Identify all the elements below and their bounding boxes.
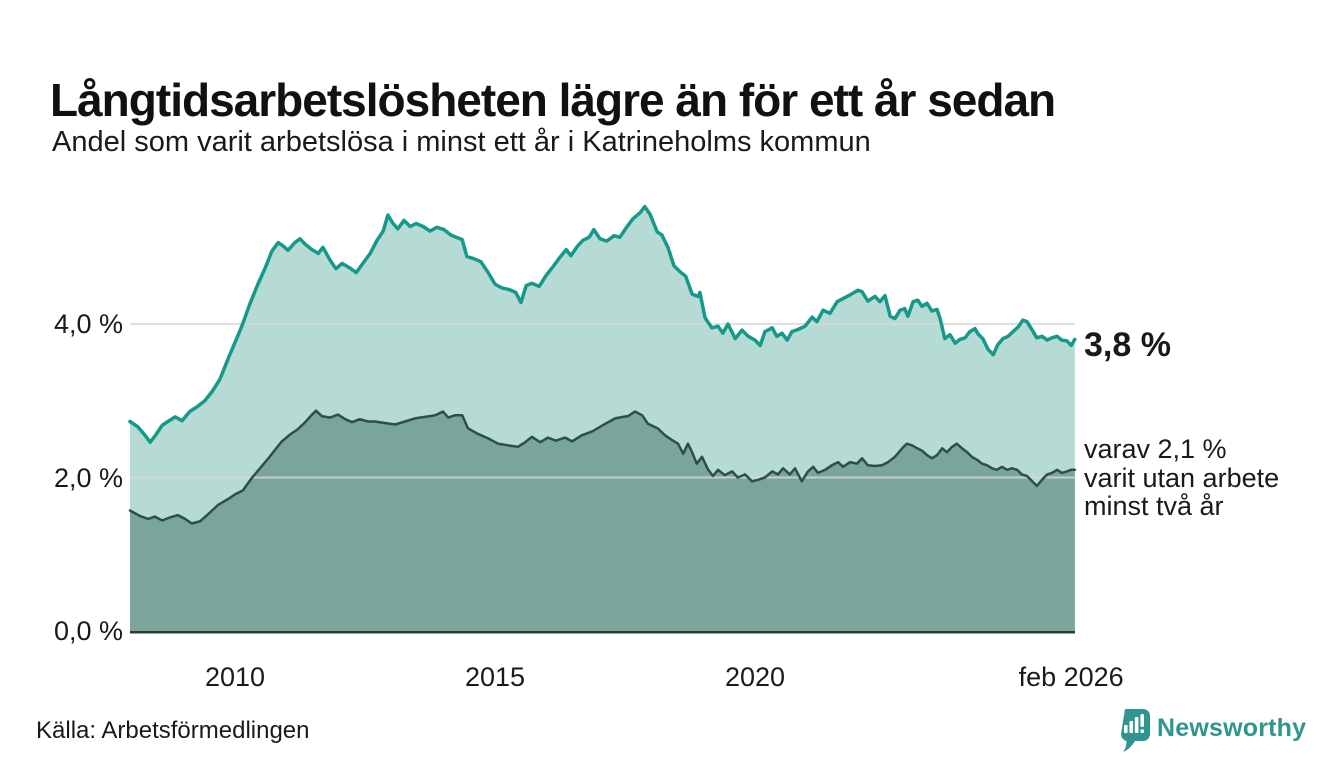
y-axis-label: 0,0 % bbox=[53, 616, 123, 646]
secondary-value-line: varav 2,1 % bbox=[1084, 434, 1227, 464]
arbetslosa-minst-ett-ar-line bbox=[128, 204, 1077, 444]
secondary-value-label: varav 2,1 % varit utan arbete minst två … bbox=[1084, 435, 1279, 521]
y-axis-label: 4,0 % bbox=[53, 309, 123, 339]
x-axis-label: 2015 bbox=[464, 662, 526, 692]
y-axis-label: 2,0 % bbox=[53, 462, 123, 493]
utan-arbete-minst-tva-ar-line bbox=[128, 409, 1077, 525]
source-text: Källa: Arbetsförmedlingen bbox=[36, 717, 310, 744]
utan-arbete-minst-tva-ar-area bbox=[130, 410, 1075, 632]
x-axis-label: 2010 bbox=[204, 662, 266, 692]
secondary-value-line: varit utan arbete bbox=[1084, 462, 1280, 493]
newsworthy-logo-icon bbox=[1121, 709, 1150, 752]
secondary-value-line: minst två år bbox=[1084, 491, 1224, 521]
latest-value-label: 3,8 % bbox=[1084, 326, 1171, 364]
page-title: Långtidsarbetslösheten lägre än för ett … bbox=[50, 73, 1056, 126]
newsworthy-brand-text: Newsworthy bbox=[1157, 714, 1307, 742]
x-axis-label: 2020 bbox=[724, 662, 786, 692]
page-subtitle: Andel som varit arbetslösa i minst ett å… bbox=[52, 126, 871, 158]
x-axis-label: feb 2026 bbox=[1018, 662, 1124, 692]
